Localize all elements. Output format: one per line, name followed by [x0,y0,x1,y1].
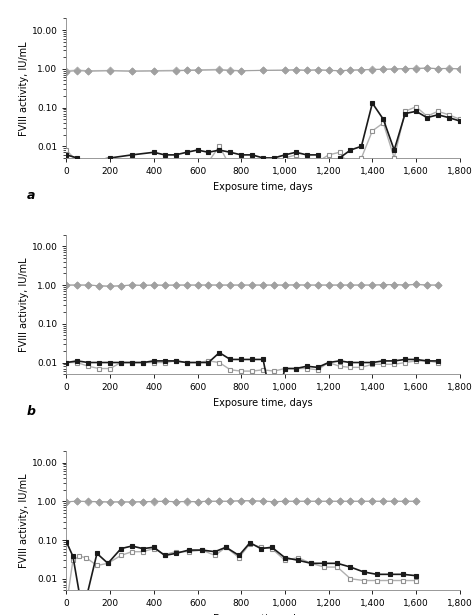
X-axis label: Exposure time, days: Exposure time, days [213,398,313,408]
Y-axis label: FVIII activity, IU/mL: FVIII activity, IU/mL [18,474,29,568]
Text: b: b [27,405,36,418]
Y-axis label: FVIII activity, IU/mL: FVIII activity, IU/mL [18,257,29,352]
Text: a: a [27,189,36,202]
X-axis label: Exposure time, days: Exposure time, days [213,614,313,615]
X-axis label: Exposure time, days: Exposure time, days [213,181,313,191]
Y-axis label: FVIII activity, IU/mL: FVIII activity, IU/mL [18,41,29,135]
